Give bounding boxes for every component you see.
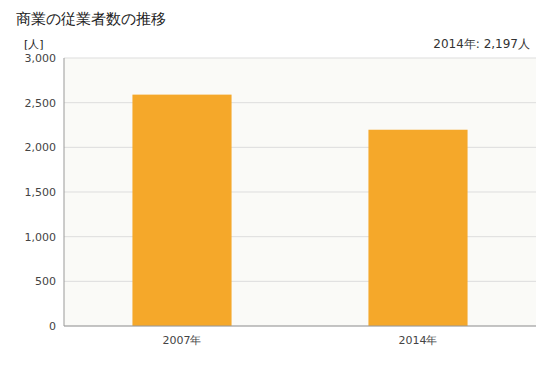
bars [132, 95, 467, 326]
plot-background [64, 58, 536, 326]
x-tick-label: 2014年 [399, 334, 438, 347]
grid-line [64, 326, 536, 327]
y-tick-label: 500 [35, 275, 56, 288]
chart-svg: 0 500 1,000 1,500 2,000 2,500 3,000 2007年 2014年 商… [0, 0, 560, 366]
y-tick-label: 2,000 [25, 141, 57, 154]
x-axis-line [64, 326, 536, 327]
y-tick-label: 1,000 [25, 231, 57, 244]
y-axis: 0 500 1,000 1,500 2,000 2,500 3,000 [25, 52, 537, 333]
bar [132, 95, 231, 326]
bar [368, 130, 467, 326]
y-axis-line [64, 58, 65, 326]
grid-line [64, 58, 536, 59]
y-tick-label: 0 [49, 320, 56, 333]
y-tick-label: 2,500 [25, 97, 57, 110]
y-tick-label: 1,500 [25, 186, 57, 199]
x-tick-label: 2007年 [163, 334, 202, 347]
chart-container: 0 500 1,000 1,500 2,000 2,500 3,000 2007年 2014年 商… [0, 0, 560, 366]
annotation: 2014年: 2,197人 [433, 37, 530, 51]
title: 商業の従業者数の推移 [16, 10, 166, 28]
y-axis-label: [人] [24, 38, 44, 51]
y-tick-label: 3,000 [25, 52, 57, 65]
x-axis: 2007年 2014年 [163, 334, 438, 347]
